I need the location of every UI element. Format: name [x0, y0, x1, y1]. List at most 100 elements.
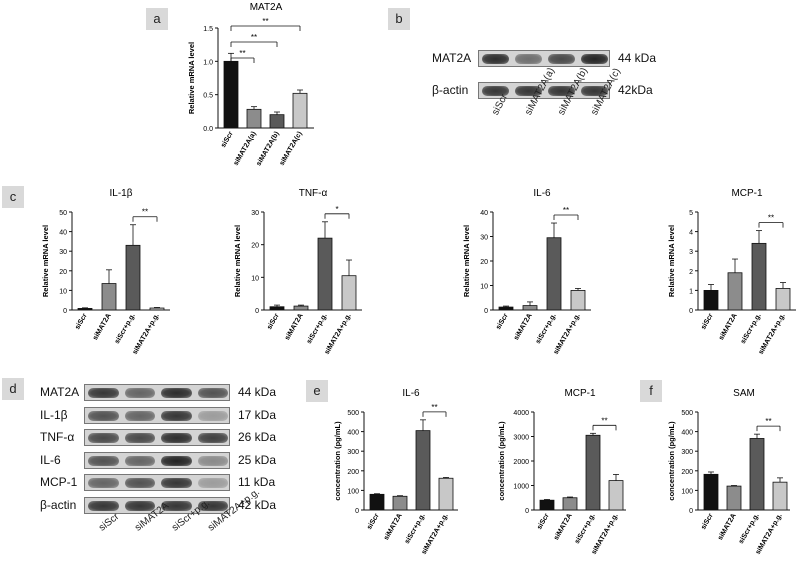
bar: [293, 305, 309, 311]
significance-label: **: [765, 417, 771, 426]
blot-b-blot-strip: [478, 50, 610, 67]
y-tick-label: 0: [525, 508, 529, 515]
y-tick-label: 0: [255, 308, 259, 315]
y-tick-label: 0: [484, 308, 488, 315]
blot-d-protein-label: MAT2A: [40, 385, 80, 399]
y-tick-label: 20: [59, 269, 67, 276]
chart-title: IL-6: [402, 388, 420, 399]
blot-d-band: [197, 388, 228, 398]
bar: [149, 307, 165, 311]
y-tick-label: 400: [681, 430, 693, 437]
blot-d-blot-strip: [84, 474, 230, 491]
x-tick-label: siMAT2A: [718, 313, 739, 342]
y-tick-label: 10: [480, 284, 488, 291]
blot-d-band: [88, 478, 119, 488]
bar: [498, 306, 514, 311]
x-tick-label: siScr: [266, 312, 281, 331]
y-tick-label: 0: [355, 508, 359, 515]
blot-d-band: [161, 500, 192, 511]
blot-d-size-label: 26 kDa: [238, 430, 277, 444]
y-tick-label: 0.5: [203, 93, 213, 100]
bar: [608, 480, 624, 511]
blot-d-protein-label: IL-6: [40, 452, 61, 467]
blot-d-band: [197, 410, 228, 421]
significance-label: **: [768, 214, 774, 223]
y-axis-label: Relative mRNA level: [667, 225, 676, 297]
y-tick-label: 1.5: [203, 26, 213, 33]
chart-title: IL-1β: [110, 188, 133, 199]
blot-b-band: [482, 86, 509, 96]
blot-d-band: [161, 433, 192, 443]
x-tick-label: siScr: [495, 312, 510, 331]
x-tick-label: siMAT2A+p.g.: [132, 312, 161, 355]
x-tick-label: siMAT2A+p.g.: [553, 312, 582, 355]
bar: [562, 497, 578, 511]
blot-b-band: [548, 54, 575, 64]
bar: [415, 430, 431, 511]
panel-letter-b: b: [388, 8, 410, 30]
x-tick-label: siMAT2A: [92, 313, 113, 342]
significance-label: **: [431, 403, 437, 412]
bar: [246, 108, 262, 129]
y-tick-label: 300: [681, 449, 693, 456]
bar: [438, 477, 454, 511]
bar: [749, 438, 765, 511]
bar: [546, 237, 562, 311]
blot-b-size-label: 44 kDa: [618, 51, 657, 65]
blot-d-band: [88, 500, 119, 511]
bar: [570, 289, 586, 311]
blot-d-size-label: 25 kDa: [238, 452, 277, 467]
blot-d-band: [161, 478, 192, 488]
panel-letter-d: d: [2, 378, 24, 400]
bar: [125, 244, 141, 311]
bar: [751, 242, 767, 311]
y-tick-label: 30: [251, 210, 259, 217]
y-tick-label: 200: [681, 469, 693, 476]
y-tick-label: 0: [689, 508, 693, 515]
blot-d-protein-label: TNF-α: [40, 430, 75, 444]
x-tick-label: siScr: [536, 512, 551, 531]
y-tick-label: 0: [63, 308, 67, 315]
blot-d-band: [124, 388, 155, 398]
bar: [369, 493, 385, 511]
chart-title: MAT2A: [250, 2, 283, 13]
chart-title: TNF-α: [299, 188, 328, 199]
blot-d-band: [88, 433, 119, 443]
blot-d-size-label: 42 kDa: [238, 497, 277, 512]
blot-d-blot-strip: [84, 496, 230, 514]
x-tick-label: siMAT2A+p.g.: [421, 512, 450, 555]
blot-d-blot-strip: [84, 406, 230, 424]
blot-b-blot-strip: [478, 82, 610, 99]
bar: [703, 289, 719, 311]
bar: [522, 305, 538, 311]
bar: [223, 60, 239, 129]
y-tick-label: 4000: [513, 410, 529, 417]
y-axis-label: concentration (pg/mL): [333, 421, 342, 501]
x-tick-label: siScr+p.g.: [738, 512, 761, 545]
y-tick-label: 1000: [513, 484, 529, 491]
bar: [101, 283, 117, 311]
y-axis-label: concentration (pg/mL): [667, 421, 676, 501]
blot-d-size-label: 44 kDa: [238, 385, 277, 399]
y-tick-label: 2: [689, 269, 693, 276]
chart-title: MCP-1: [564, 388, 596, 399]
blot-d-band: [88, 455, 119, 466]
significance-label: **: [239, 49, 245, 58]
blot-b-band: [482, 54, 509, 64]
y-tick-label: 40: [59, 230, 67, 237]
y-axis-label: Relative mRNA level: [41, 225, 50, 297]
bar: [539, 499, 555, 511]
blot-d-protein-label: β-actin: [40, 497, 77, 512]
blot-b-protein-label: β-actin: [432, 83, 469, 97]
bar: [585, 434, 601, 511]
blot-b-band: [548, 86, 575, 96]
bar: [392, 495, 408, 511]
blot-d-band: [161, 455, 192, 466]
blot-b-band: [581, 86, 608, 96]
panel-letter-a: a: [146, 8, 168, 30]
significance-label: *: [335, 205, 338, 214]
blot-d-size-label: 17 kDa: [238, 407, 277, 422]
blot-d-band: [197, 433, 228, 443]
y-tick-label: 10: [59, 288, 67, 295]
panel-letter-e: e: [306, 380, 328, 402]
